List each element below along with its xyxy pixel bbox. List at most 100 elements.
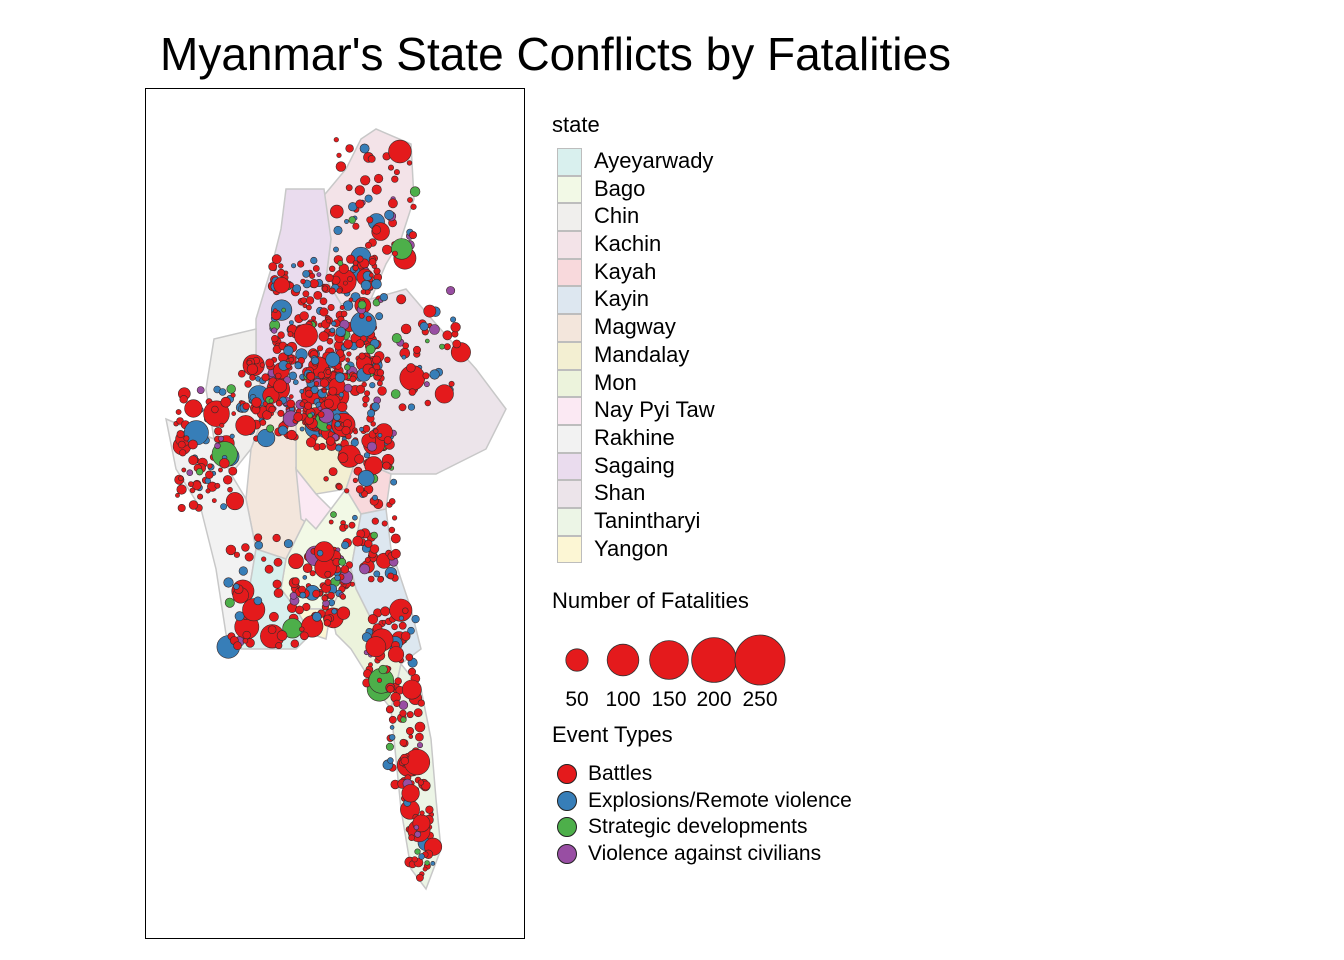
event-dot: [407, 626, 415, 635]
state-legend-item: Kayin: [552, 286, 649, 315]
event-dot: [196, 386, 205, 394]
event-dot: [362, 424, 371, 433]
event-dot: [268, 405, 276, 414]
event-dot: [309, 272, 316, 279]
event-dot: [416, 742, 423, 749]
event-dot: [293, 379, 299, 386]
event-dot: [336, 152, 342, 158]
legend: state Ayeyarwady Bago Chin Kachin Kayah Kayin…: [552, 110, 852, 865]
state-legend-item: Sagaing: [552, 452, 675, 481]
event-dot: [402, 342, 410, 350]
event-dot: [355, 485, 365, 494]
event-dot: [373, 267, 381, 275]
event-dot: [242, 630, 251, 640]
event-dot: [229, 433, 235, 439]
size-legend-label: 100: [605, 688, 640, 711]
state-label: Magway: [594, 314, 676, 340]
event-dot: [358, 352, 366, 360]
size-legend-label: 150: [651, 688, 686, 711]
event-dot: [349, 375, 357, 383]
event-dot: [450, 316, 457, 323]
event-dot: [234, 611, 245, 622]
event-dot: [259, 362, 265, 368]
event-dot: [340, 565, 350, 574]
event-dot: [244, 380, 252, 388]
event-dot: [338, 263, 349, 274]
event-dot: [242, 402, 250, 410]
event-dot: [385, 742, 394, 751]
event-dot: [207, 463, 213, 469]
state-polygons: [164, 128, 507, 891]
event-dot: [384, 209, 395, 220]
state-label: Mon: [594, 369, 637, 395]
state-legend-item: Shan: [552, 480, 645, 508]
event-dot: [268, 398, 274, 404]
state-swatch: [557, 535, 582, 564]
event-dot: [327, 304, 335, 312]
event-dot: [377, 575, 384, 583]
event-dot: [429, 369, 440, 380]
event-dot: [256, 428, 276, 448]
event-dot: [265, 358, 275, 368]
state-swatch: [557, 369, 582, 398]
event-dot: [317, 411, 325, 418]
state-swatch: [557, 258, 582, 287]
event-dot: [423, 381, 430, 388]
event-dot: [313, 541, 335, 562]
event-dot: [289, 394, 294, 399]
event-dot: [211, 498, 217, 503]
event-dot: [419, 810, 425, 816]
event-dot: [222, 475, 233, 485]
event-dot: [352, 264, 359, 272]
event-dot: [299, 401, 306, 408]
event-dot: [352, 260, 359, 266]
size-legend: Number of Fatalities 50 100 150 200 250: [552, 586, 786, 711]
event-dot: [253, 533, 263, 542]
event-dot: [422, 372, 430, 380]
event-dot: [233, 641, 242, 651]
event-dot: [267, 625, 277, 635]
event-dot: [371, 402, 380, 411]
state-legend-item: Mandalay: [552, 341, 689, 370]
event-dot: [396, 294, 407, 305]
event-dot: [388, 498, 396, 505]
event-type-dot: [557, 764, 577, 784]
event-dot: [305, 296, 315, 305]
event-dot: [334, 421, 341, 428]
event-type-label: Violence against civilians: [588, 842, 822, 866]
event-dot: [391, 333, 402, 344]
map-panel[interactable]: [145, 88, 525, 939]
event-dot: [277, 268, 286, 277]
event-dot: [224, 597, 235, 608]
state-legend-item: Tanintharyi: [552, 507, 700, 536]
event-dot: [348, 297, 354, 303]
event-dot: [406, 711, 414, 719]
event-dot: [299, 426, 305, 432]
event-dot: [393, 169, 400, 176]
event-dot: [353, 429, 358, 435]
event-dot: [321, 388, 327, 394]
event-type-dot: [557, 817, 577, 838]
event-dot: [176, 484, 187, 495]
event-dot: [318, 442, 326, 451]
event-dot: [424, 338, 430, 344]
event-dot: [411, 856, 418, 863]
event-dot: [235, 415, 256, 436]
state-legend-item: Nay Pyi Taw: [552, 397, 715, 425]
event-dot: [269, 611, 279, 622]
event-dot: [345, 184, 353, 192]
event-dot: [329, 265, 336, 273]
event-dot: [271, 335, 279, 343]
event-dot: [181, 467, 187, 473]
size-legend-circle: [606, 643, 640, 677]
event-dot: [405, 726, 414, 735]
event-dot: [370, 531, 378, 540]
event-dot: [360, 175, 371, 186]
event-dot: [356, 255, 364, 263]
event-dot: [398, 403, 407, 412]
event-dot: [302, 575, 308, 580]
event-dot: [389, 598, 413, 622]
event-dot: [407, 667, 416, 676]
event-dot: [271, 254, 282, 265]
size-legend-circle: [691, 637, 737, 683]
